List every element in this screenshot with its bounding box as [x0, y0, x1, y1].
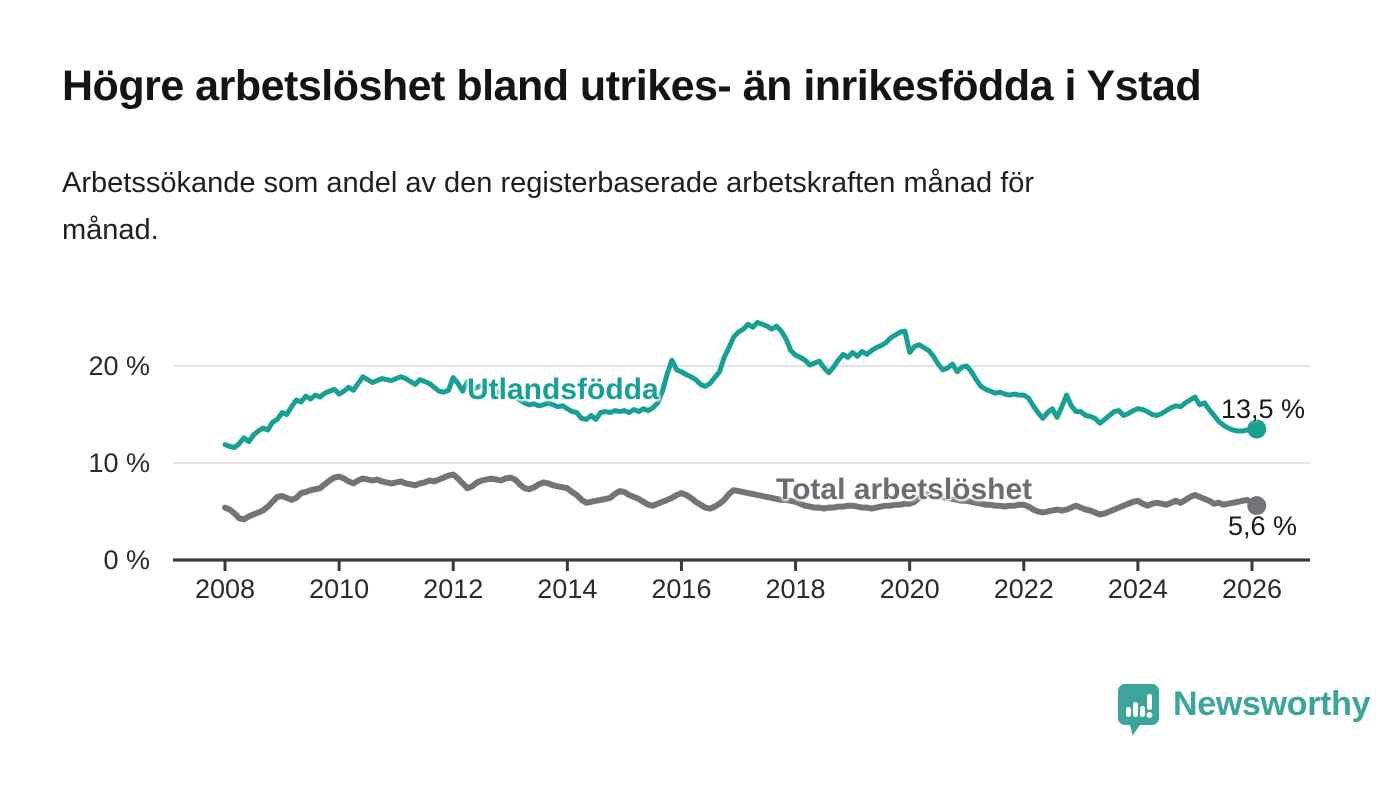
x-tick-label-2016: 2016 [651, 574, 712, 604]
newsworthy-logo-text: Newsworthy [1173, 685, 1371, 723]
end-value-label-utlandsfodda: 13,5 % [1221, 394, 1306, 424]
x-tick-label-2012: 2012 [423, 574, 484, 604]
newsworthy-logo: Newsworthy [1117, 683, 1371, 737]
page-title: Högre arbetslöshet bland utrikes- än inr… [62, 62, 1202, 110]
subtitle-line-1: Arbetssökande som andel av den registerb… [62, 167, 1035, 199]
end-dot-total-arbetsloshet [1247, 496, 1267, 516]
newsworthy-logo-icon [1118, 684, 1159, 736]
y-tick-label-10: 10 % [88, 448, 150, 478]
chart-subtitle: Arbetssökande som andel av den registerb… [62, 160, 1292, 254]
end-dot-utlandsfodda [1247, 419, 1267, 439]
subtitle-line-2: månad. [62, 213, 159, 246]
x-tick-label-2026: 2026 [1221, 574, 1283, 604]
series-line-total-arbetsloshet [222, 471, 1260, 523]
x-tick-label-2020: 2020 [879, 574, 940, 604]
series-label-utlandsfodda: Utlandsfödda [467, 373, 659, 406]
x-tick-label-2014: 2014 [537, 574, 598, 604]
x-tick-label-2010: 2010 [309, 574, 370, 604]
x-tick-label-2008: 2008 [194, 574, 256, 604]
end-value-label-total: 5,6 % [1228, 511, 1298, 541]
x-tick-label-2018: 2018 [765, 574, 826, 604]
series-label-total-arbetsloshet: Total arbetslöshet [776, 473, 1033, 506]
y-tick-label-0: 0 % [103, 545, 150, 575]
x-tick-label-2022: 2022 [993, 574, 1054, 604]
x-tick-label-2024: 2024 [1107, 574, 1168, 604]
y-tick-label-20: 20 % [88, 351, 150, 381]
series-line-utlandsfodda [222, 319, 1260, 450]
